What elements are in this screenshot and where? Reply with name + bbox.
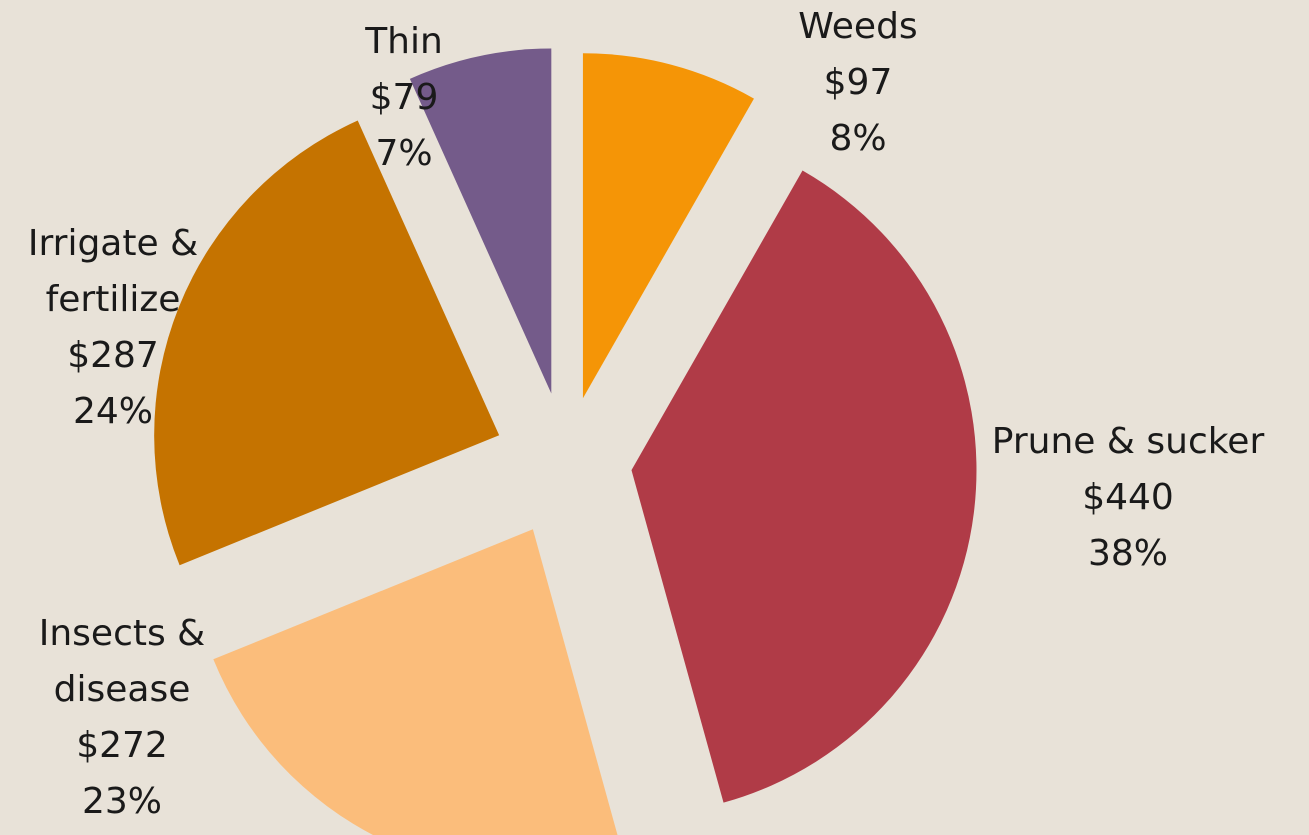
slice-label-line: Weeds	[798, 6, 917, 47]
slice-label-line: $287	[67, 335, 159, 376]
pie-slice-prune-sucker	[631, 170, 977, 803]
slice-label-line: $440	[1082, 477, 1174, 518]
slice-label-line: disease	[54, 669, 191, 710]
slice-label-line: $272	[76, 725, 168, 766]
pie-slice-thin	[409, 48, 552, 394]
pie-slice-weeds	[582, 53, 754, 399]
slice-label-line: $79	[370, 77, 439, 118]
slice-label-line: 24%	[73, 391, 153, 432]
slice-label-line: $97	[824, 62, 893, 103]
pie-slice-irrigate-fertilize	[154, 120, 500, 566]
slice-label-line: Prune & sucker	[992, 421, 1265, 462]
slice-label-line: Irrigate &	[28, 223, 198, 264]
slice-label-thin: Thin $79 7%	[364, 21, 443, 174]
slice-label-irrigate-fertilize: Irrigate & fertilize $287 24%	[28, 223, 198, 432]
pie-slice-insects-disease	[213, 529, 618, 835]
slice-label-line: 23%	[82, 781, 162, 822]
slice-label-line: 7%	[375, 133, 432, 174]
slice-label-line: 8%	[829, 118, 886, 159]
slice-label-line: Insects &	[39, 613, 206, 654]
slice-label-line: 38%	[1088, 533, 1168, 574]
slice-label-line: Thin	[364, 21, 443, 62]
slice-label-insects-disease: Insects & disease $272 23%	[39, 613, 206, 822]
pie-slices	[154, 48, 977, 835]
slice-label-prune-sucker: Prune & sucker $440 38%	[992, 421, 1265, 574]
slice-label-weeds: Weeds $97 8%	[798, 6, 917, 159]
slice-label-line: fertilize	[46, 279, 181, 320]
pie-labels: Weeds $97 8% Prune & sucker $440 38% Insects &…	[28, 6, 1265, 822]
